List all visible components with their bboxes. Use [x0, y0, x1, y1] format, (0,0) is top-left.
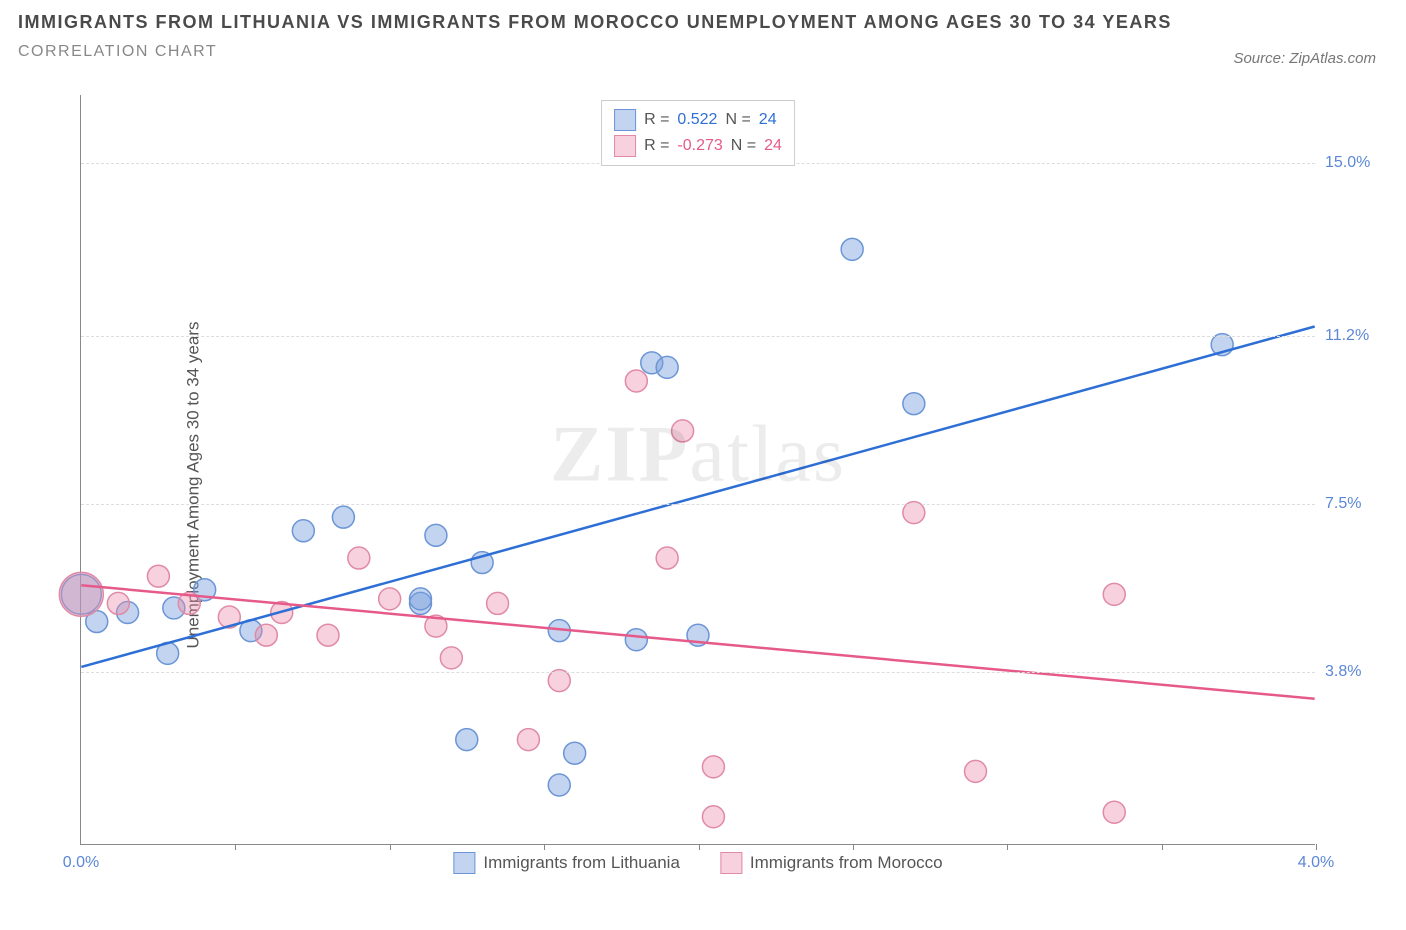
x-tick-mark — [1162, 844, 1163, 850]
legend-n-value-morocco: 24 — [764, 137, 782, 155]
data-point — [425, 524, 447, 546]
chart-title-main: IMMIGRANTS FROM LITHUANIA VS IMMIGRANTS … — [18, 12, 1172, 33]
watermark: ZIPatlas — [550, 409, 846, 500]
data-point — [656, 356, 678, 378]
data-point — [965, 760, 987, 782]
legend-r-label: R = — [644, 137, 669, 155]
data-point — [456, 729, 478, 751]
chart-container: Unemployment Among Ages 30 to 34 years Z… — [60, 90, 1390, 880]
plot-area: ZIPatlas R = 0.522 N = 24 R = -0.273 N =… — [80, 95, 1315, 845]
legend-item-lithuania: Immigrants from Lithuania — [453, 852, 680, 874]
data-point — [702, 806, 724, 828]
data-point — [1103, 583, 1125, 605]
data-point — [517, 729, 539, 751]
data-point — [107, 592, 129, 614]
data-point — [656, 547, 678, 569]
data-point — [548, 774, 570, 796]
x-tick-mark — [1007, 844, 1008, 850]
data-point — [625, 370, 647, 392]
legend-swatch-morocco — [720, 852, 742, 874]
gridline — [81, 504, 1315, 505]
data-point — [379, 588, 401, 610]
y-tick-label: 3.8% — [1325, 663, 1385, 681]
y-tick-label: 7.5% — [1325, 495, 1385, 513]
data-point — [903, 393, 925, 415]
chart-subtitle: CORRELATION CHART — [18, 43, 1172, 61]
legend-swatch-morocco — [614, 135, 636, 157]
data-point — [348, 547, 370, 569]
y-tick-label: 15.0% — [1325, 154, 1385, 172]
data-point — [59, 572, 103, 616]
x-tick-mark — [235, 844, 236, 850]
chart-title-block: IMMIGRANTS FROM LITHUANIA VS IMMIGRANTS … — [18, 12, 1172, 61]
data-point — [147, 565, 169, 587]
x-tick-label: 4.0% — [1298, 854, 1334, 872]
y-tick-label: 11.2% — [1325, 327, 1385, 345]
data-point — [332, 506, 354, 528]
x-tick-mark — [1316, 844, 1317, 850]
data-point — [564, 742, 586, 764]
legend-item-morocco: Immigrants from Morocco — [720, 852, 943, 874]
legend-r-value-lithuania: 0.522 — [677, 111, 717, 129]
legend-label-morocco: Immigrants from Morocco — [750, 853, 943, 873]
data-point — [317, 624, 339, 646]
gridline — [81, 672, 1315, 673]
x-tick-label: 0.0% — [63, 854, 99, 872]
data-point — [841, 238, 863, 260]
legend-swatch-lithuania — [453, 852, 475, 874]
legend-r-value-morocco: -0.273 — [677, 137, 722, 155]
data-point — [440, 647, 462, 669]
legend-row-morocco: R = -0.273 N = 24 — [614, 133, 782, 159]
x-tick-mark — [853, 844, 854, 850]
data-point — [702, 756, 724, 778]
x-tick-mark — [390, 844, 391, 850]
gridline — [81, 336, 1315, 337]
x-tick-mark — [699, 844, 700, 850]
legend-n-label: N = — [731, 137, 756, 155]
data-point — [625, 629, 647, 651]
data-point — [255, 624, 277, 646]
legend-r-label: R = — [644, 111, 669, 129]
series-legend: Immigrants from Lithuania Immigrants fro… — [453, 852, 942, 874]
data-point — [292, 520, 314, 542]
legend-row-lithuania: R = 0.522 N = 24 — [614, 107, 782, 133]
correlation-legend: R = 0.522 N = 24 R = -0.273 N = 24 — [601, 100, 795, 166]
legend-swatch-lithuania — [614, 109, 636, 131]
legend-n-label: N = — [725, 111, 750, 129]
legend-label-lithuania: Immigrants from Lithuania — [483, 853, 680, 873]
x-tick-mark — [544, 844, 545, 850]
data-point — [487, 592, 509, 614]
source-attribution: Source: ZipAtlas.com — [1233, 50, 1376, 67]
legend-n-value-lithuania: 24 — [759, 111, 777, 129]
data-point — [1103, 801, 1125, 823]
data-point — [410, 588, 432, 610]
